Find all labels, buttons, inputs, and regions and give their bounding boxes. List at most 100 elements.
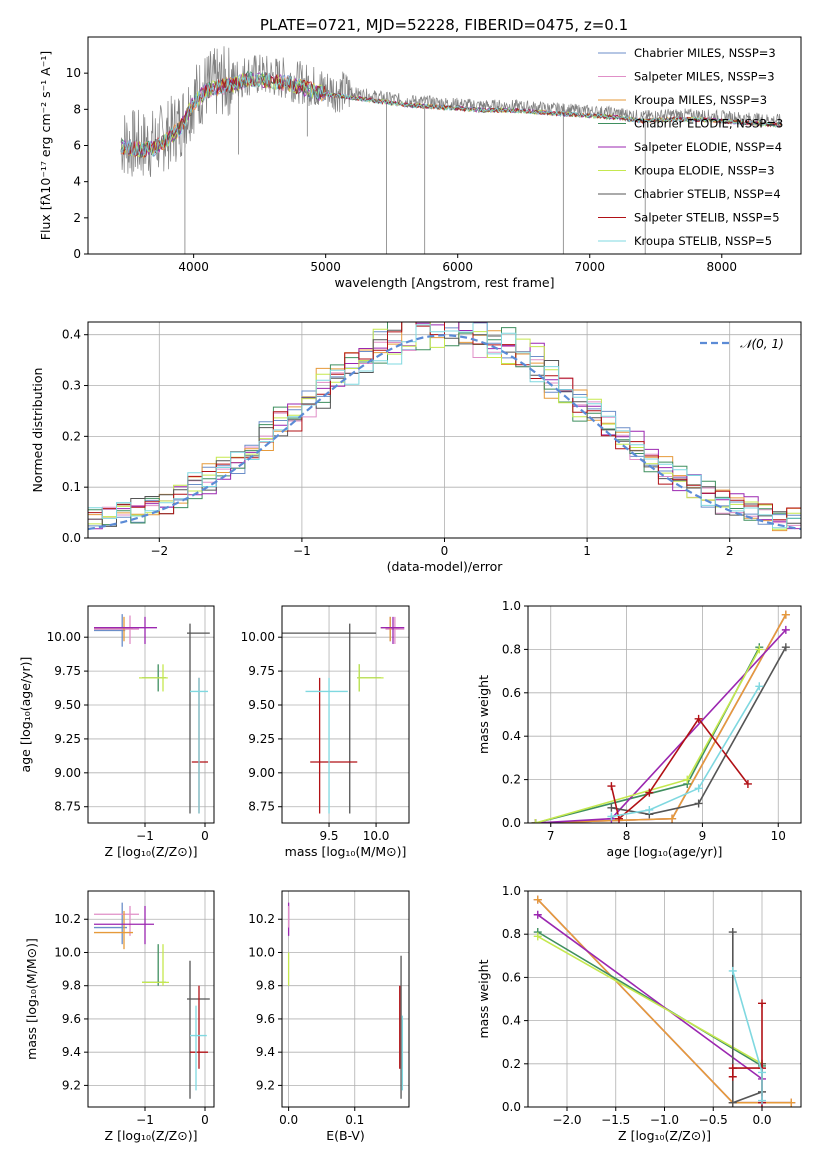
axis-label-y: Normed distribution	[30, 368, 45, 493]
axis-label-x: (data-model)/error	[387, 559, 504, 574]
histogram-salpeter-stelib	[88, 322, 801, 521]
tick-label-x: 9	[699, 829, 707, 843]
errorbar-kroupa-stelib	[190, 1005, 207, 1091]
axes-age_vs_Z: −1 0 8.75 9.00 9.25 9.50 9.75 10.00 Z [log₁₀(Z/Z…	[18, 605, 215, 859]
legend-entry: Kroupa STELIB, NSSP=5	[634, 234, 772, 248]
legend-entry: Salpeter STELIB, NSSP=5	[634, 211, 780, 225]
axis-label-y: mass weight	[476, 675, 491, 754]
tick-label-y: 9.2	[256, 1078, 275, 1092]
model-spectrum-chabrier-stelib	[120, 72, 782, 159]
histogram-kroupa-stelib	[88, 322, 801, 529]
data-point	[668, 814, 677, 823]
series-kroupa-stelib	[728, 966, 766, 1105]
errorbar-salpeter-stelib	[191, 677, 208, 814]
plot-area-age_vs_mass	[282, 616, 405, 814]
tick-label-x: 7	[547, 829, 555, 843]
series-line	[535, 646, 761, 823]
legend-entry: Chabrier ELODIE, NSSP=3	[634, 117, 783, 131]
tick-label-y: 9.75	[54, 664, 81, 678]
series-chabrier-elodie	[533, 928, 766, 1070]
errorbar-salpeter-elodie	[94, 616, 157, 644]
tick-label-x: 2	[726, 544, 734, 558]
errorbar-kroupa-elodie	[139, 664, 168, 692]
axes-residuals: −2 −1 0 1 2 0.0 0.1 0.2 0.3 0.4 (data-model)/error…	[30, 321, 802, 574]
axes-weight_vs_Z: −2.0 −1.5 −1.0 −0.5 0.0 0.0 0.2 0.4 0.6 0.8 1.0 Z […	[476, 884, 802, 1143]
axes-age_vs_mass: 9.5 10.0 8.75 9.00 9.25 9.50 9.75 10.00 mass [lo…	[241, 605, 410, 859]
axes-frame	[87, 36, 802, 255]
plot-area-mass_vs_Z	[94, 902, 210, 1099]
tick-label-y: 9.25	[54, 732, 81, 746]
data-point	[645, 805, 654, 814]
series-line	[535, 614, 787, 823]
tick-label-y: 9.2	[62, 1078, 81, 1092]
axis-label-x: age [log₁₀(age/yr)]	[607, 844, 723, 859]
series-line	[537, 914, 763, 1103]
series-chabrier-elodie	[531, 643, 764, 823]
series-salpeter-miles	[531, 610, 790, 823]
axis-label-y: Flux [fλ10⁻¹⁷ erg cm⁻² s⁻¹ A⁻¹]	[38, 51, 53, 240]
tick-label-y: 0.6	[502, 686, 521, 700]
series-line	[535, 614, 787, 823]
tick-label-y: 0.2	[502, 773, 521, 787]
series-line	[611, 685, 760, 818]
errorbar-chabrier-miles	[94, 902, 127, 945]
errorbar-kroupa-miles	[94, 910, 133, 950]
tick-label-y: 9.50	[248, 698, 275, 712]
tick-label-y: 0	[73, 247, 81, 261]
axis-label-y: mass weight	[476, 959, 491, 1038]
errorbar-salpeter-elodie	[94, 905, 154, 945]
tick-label-y: 9.4	[62, 1045, 81, 1059]
tick-label-x: −2.0	[552, 1113, 581, 1127]
data-point	[743, 779, 752, 788]
data-point	[683, 775, 692, 784]
series-kroupa-stelib	[607, 682, 764, 821]
series-line	[535, 614, 787, 823]
axes-frame	[281, 605, 410, 824]
tick-label-y: 0.8	[502, 642, 521, 656]
plot-area-age_vs_Z	[94, 614, 210, 814]
tick-label-y: 10.2	[54, 912, 81, 926]
tick-label-y: 9.00	[54, 766, 81, 780]
tick-label-x: −0.5	[699, 1113, 728, 1127]
errorbar-chabrier-miles	[94, 614, 126, 647]
plot-area-mass_vs_ebv	[287, 902, 404, 1099]
tick-label-x: −1.0	[650, 1113, 679, 1127]
tick-label-y: 1.0	[502, 599, 521, 613]
data-point	[728, 928, 737, 937]
errorbar-salpeter-elodie	[380, 616, 405, 644]
tick-label-y: 10.00	[47, 630, 81, 644]
axes-frame	[87, 890, 215, 1108]
tick-label-y: 8.75	[54, 800, 81, 814]
tick-label-x: 0.1	[345, 1113, 364, 1127]
data-point	[758, 999, 766, 1008]
gaussian-curve	[88, 334, 801, 531]
axes-frame	[87, 321, 802, 539]
histogram-salpeter-elodie	[88, 322, 801, 530]
data-point	[781, 625, 790, 634]
axes-frame	[87, 605, 215, 824]
tick-label-y: 8	[73, 102, 81, 116]
tick-label-y: 0.4	[502, 729, 521, 743]
legend-entry: Salpeter MILES, NSSP=3	[634, 70, 775, 84]
observed-spectrum	[120, 46, 782, 177]
tick-label-x: −1	[136, 1113, 154, 1127]
errorbar-salpeter-stelib	[310, 677, 358, 814]
errorbar-salpeter-miles	[94, 905, 139, 936]
legend-entry: Kroupa ELODIE, NSSP=3	[634, 164, 775, 178]
tick-label-x: 0	[201, 1113, 209, 1127]
tick-label-x: 6000	[442, 260, 473, 274]
data-point	[694, 714, 703, 723]
data-point	[728, 966, 737, 975]
axis-label-x: Z [log₁₀(Z/Z⊙)]	[618, 1128, 711, 1143]
data-point	[607, 812, 616, 821]
tick-label-x: 10.0	[363, 829, 390, 843]
plot-area-weight_vs_Z	[533, 895, 796, 1107]
legend-entry: Chabrier MILES, NSSP=3	[634, 46, 776, 60]
series-line	[732, 932, 763, 1104]
series-kroupa-elodie	[531, 645, 764, 823]
plot-area-weight_vs_age	[531, 610, 790, 823]
tick-label-y: 0.2	[502, 1057, 521, 1071]
axis-label-y: age [log₁₀(age/yr)]	[18, 657, 33, 773]
data-point	[607, 803, 616, 812]
data-point	[645, 788, 654, 797]
